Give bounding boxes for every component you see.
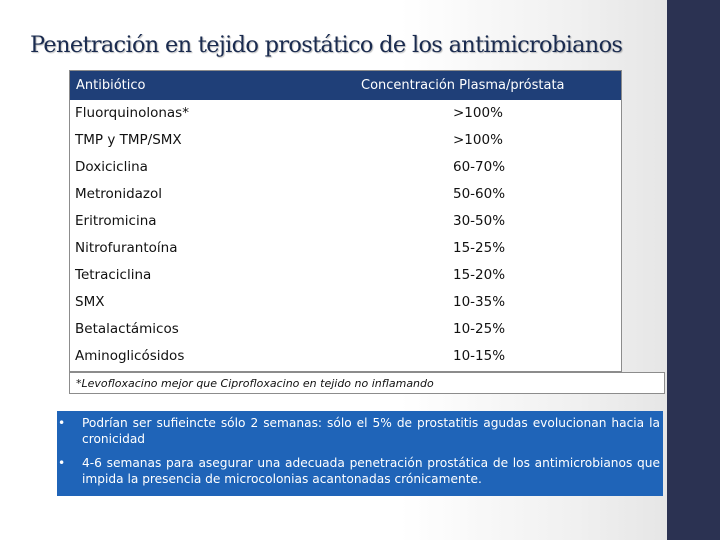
drug-name: Tetraciclina: [75, 267, 152, 283]
table-row: Doxiciclina 60-70%: [70, 154, 621, 181]
drug-name: SMX: [75, 294, 105, 310]
bullet-icon: •: [58, 416, 66, 430]
drug-name: Nitrofurantoína: [75, 240, 178, 256]
notes-box: • Podrían ser sufieincte sólo 2 semanas:…: [57, 411, 663, 496]
table-row: Tetraciclina 15-20%: [70, 262, 621, 289]
drug-name: Aminoglicósidos: [75, 348, 185, 364]
header-concentration: Concentración Plasma/próstata: [361, 78, 565, 93]
note-text: Podrían ser sufieincte sólo 2 semanas: s…: [82, 416, 660, 446]
table-row: Fluorquinolonas* >100%: [70, 100, 621, 127]
table-row: Metronidazol 50-60%: [70, 181, 621, 208]
slide-title: Penetración en tejido prostático de los …: [30, 32, 623, 58]
concentration-value: 10-35%: [453, 294, 506, 310]
drug-name: Betalactámicos: [75, 321, 179, 337]
concentration-value: >100%: [453, 132, 503, 148]
table-row: Eritromicina 30-50%: [70, 208, 621, 235]
drug-name: Eritromicina: [75, 213, 157, 229]
concentration-value: >100%: [453, 105, 503, 121]
penetration-table: Antibiótico Concentración Plasma/próstat…: [69, 70, 622, 372]
drug-name: Doxiciclina: [75, 159, 148, 175]
footnote-text: *Levofloxacino mejor que Ciprofloxacino …: [76, 377, 434, 390]
note-text: 4-6 semanas para asegurar una adecuada p…: [82, 456, 660, 486]
side-accent-band: [667, 0, 720, 540]
table-row: Nitrofurantoína 15-25%: [70, 235, 621, 262]
table-header: Antibiótico Concentración Plasma/próstat…: [70, 71, 621, 100]
drug-name: Fluorquinolonas*: [75, 105, 189, 121]
concentration-value: 10-15%: [453, 348, 506, 364]
concentration-value: 60-70%: [453, 159, 506, 175]
concentration-value: 15-25%: [453, 240, 506, 256]
header-antibiotic: Antibiótico: [76, 78, 146, 93]
bullet-icon: •: [58, 456, 66, 470]
concentration-value: 30-50%: [453, 213, 506, 229]
table-row: Aminoglicósidos 10-15%: [70, 343, 621, 370]
concentration-value: 50-60%: [453, 186, 506, 202]
table-row: SMX 10-35%: [70, 289, 621, 316]
drug-name: Metronidazol: [75, 186, 163, 202]
table-row: TMP y TMP/SMX >100%: [70, 127, 621, 154]
table-row: Betalactámicos 10-25%: [70, 316, 621, 343]
concentration-value: 15-20%: [453, 267, 506, 283]
drug-name: TMP y TMP/SMX: [75, 132, 182, 148]
table-footnote: *Levofloxacino mejor que Ciprofloxacino …: [69, 372, 665, 394]
concentration-value: 10-25%: [453, 321, 506, 337]
